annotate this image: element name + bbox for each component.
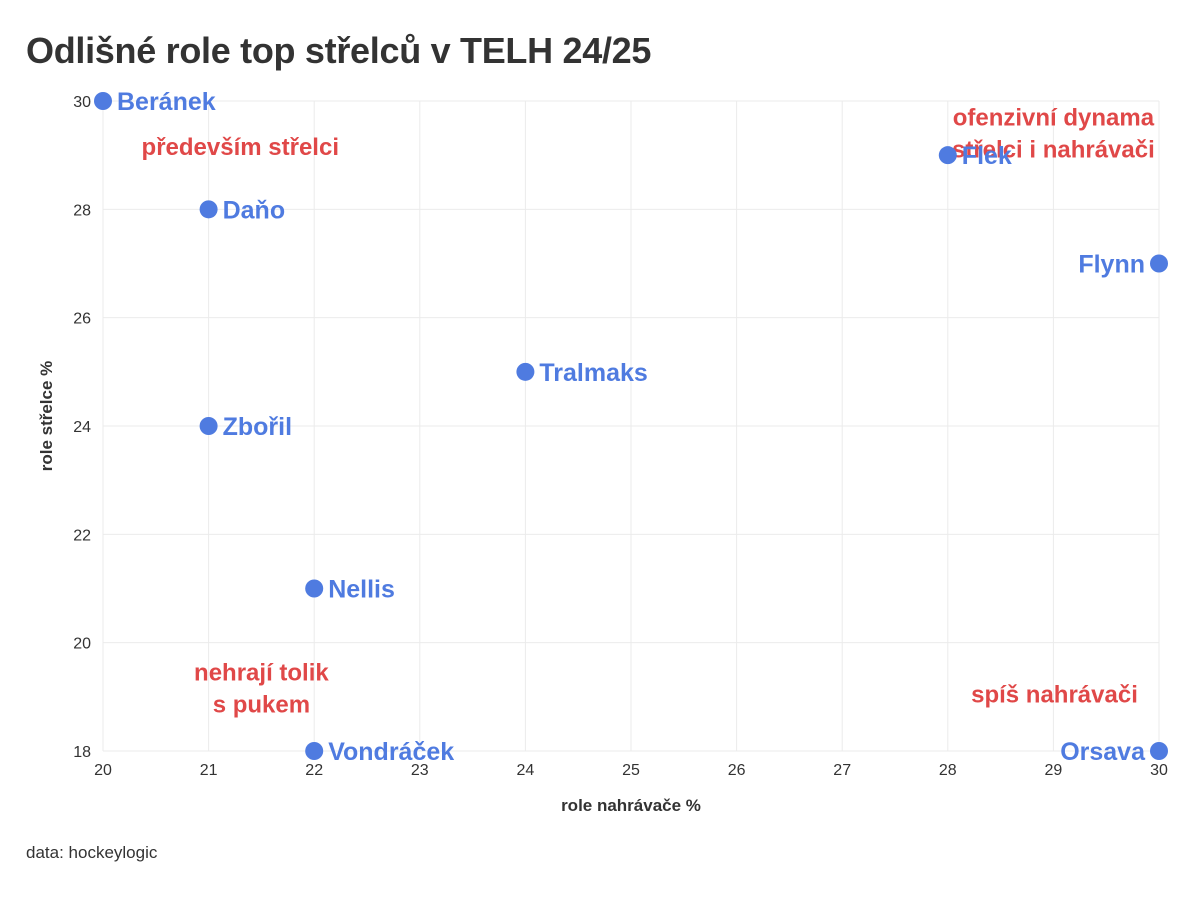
point-label: Nellis (328, 576, 395, 604)
quadrant-annotation: především střelci (142, 134, 339, 161)
data-point (938, 146, 957, 165)
annotation-line: ofenzivní dynama (953, 104, 1155, 131)
quadrant-annotation: nehrají tolik s pukem (194, 660, 329, 719)
x-tick-label: 20 (94, 762, 112, 779)
y-tick-label: 20 (73, 636, 91, 653)
data-point (1150, 254, 1168, 273)
annotation-line: střelci i nahrávači (952, 136, 1155, 163)
annotation-line: nehrají tolik (194, 660, 329, 687)
x-tick-label: 28 (939, 762, 957, 779)
y-tick-label: 18 (73, 744, 91, 761)
data-point (305, 742, 324, 760)
data-point (305, 579, 324, 598)
x-tick-label: 26 (728, 762, 746, 779)
point-label: Flek (962, 142, 1012, 170)
data-source-note: data: hockeylogic (26, 843, 158, 862)
point-label: Zbořil (223, 413, 292, 441)
annotation-line: s pukem (213, 692, 310, 719)
x-tick-label: 25 (622, 762, 640, 779)
x-tick-label: 30 (1150, 762, 1168, 779)
x-tick-label: 29 (1045, 762, 1063, 779)
y-tick-label: 24 (73, 419, 91, 436)
y-tick-label: 30 (73, 94, 91, 111)
x-tick-label: 23 (411, 762, 429, 779)
y-axis-title: role střelce % (37, 361, 56, 472)
chart-title: Odlišné role top střelců v TELH 24/25 (26, 30, 652, 71)
x-tick-label: 21 (200, 762, 218, 779)
x-tick-label: 27 (833, 762, 851, 779)
annotation-line: především střelci (142, 134, 339, 161)
data-point (516, 362, 535, 381)
x-tick-label: 22 (305, 762, 323, 779)
quadrant-annotation: spíš nahrávači (971, 681, 1138, 708)
data-points: Beránek Daňo Zbořil Tralmaks Nellis Vondráček… (94, 88, 1168, 766)
data-point (1150, 742, 1168, 760)
point-label: Flynn (1078, 251, 1145, 279)
point-label: Tralmaks (539, 359, 647, 387)
annotations: především střelci ofenzivní dynama střelci… (142, 104, 1155, 718)
data-point (94, 92, 112, 110)
quadrant-annotation: ofenzivní dynama střelci i nahrávači (952, 104, 1155, 163)
x-tick-label: 24 (517, 762, 535, 779)
point-label: Orsava (1060, 738, 1146, 766)
annotation-line: spíš nahrávači (971, 681, 1138, 708)
point-label: Vondráček (328, 738, 454, 766)
x-axis-title: role nahrávače % (561, 796, 701, 815)
y-tick-label: 26 (73, 311, 91, 328)
point-label: Daňo (223, 196, 286, 224)
y-tick-label: 28 (73, 202, 91, 219)
grid (102, 100, 1160, 752)
data-point (199, 200, 218, 219)
point-label: Beránek (117, 88, 216, 116)
y-tick-label: 22 (73, 527, 91, 544)
data-point (199, 417, 218, 435)
